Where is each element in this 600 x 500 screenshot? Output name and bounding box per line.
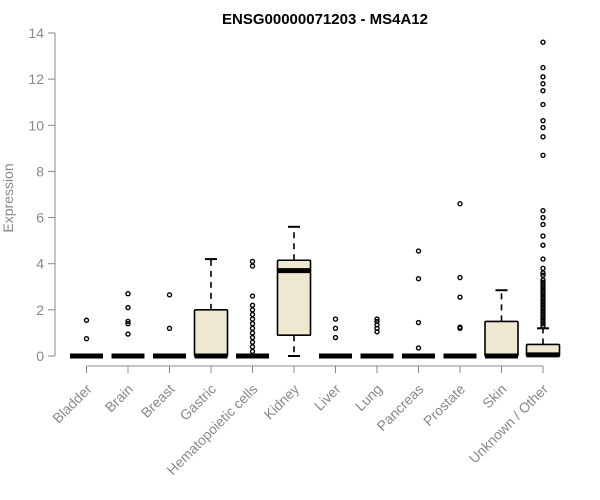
- x-tick-label: Breast: [138, 381, 178, 421]
- outlier-point: [374, 318, 380, 325]
- outlier-point: [540, 134, 546, 140]
- box-hematopoietic-cells: [236, 258, 269, 359]
- box-body: [276, 259, 312, 337]
- y-tick-label: 0: [36, 348, 44, 364]
- outlier-point: [332, 316, 339, 322]
- outlier-point: [332, 334, 339, 341]
- box-prostate: [443, 201, 477, 359]
- box-kidney: [276, 225, 312, 357]
- box-unknown-other: [525, 39, 561, 358]
- outlier-point: [540, 221, 546, 228]
- box-gastric: [193, 258, 229, 359]
- outlier-point: [125, 291, 131, 297]
- x-tick-label: Kidney: [261, 381, 303, 423]
- outlier-point: [249, 311, 256, 318]
- outlier-point: [457, 324, 463, 330]
- box-lung: [360, 316, 394, 359]
- box-body: [193, 309, 229, 357]
- outlier-point: [540, 124, 546, 131]
- outlier-point: [457, 274, 463, 281]
- outlier-point: [540, 152, 546, 158]
- outlier-point: [457, 294, 463, 300]
- outlier-point: [125, 318, 131, 325]
- y-tick-label: 12: [28, 71, 44, 87]
- outlier-point: [249, 293, 256, 299]
- outlier-point: [83, 317, 90, 323]
- outlier-point: [125, 321, 131, 327]
- outlier-point: [540, 81, 546, 87]
- outlier-point: [540, 214, 546, 221]
- outlier-point: [83, 335, 90, 342]
- box-skin: [484, 289, 519, 359]
- outlier-point: [457, 201, 463, 207]
- outlier-point: [540, 207, 546, 214]
- x-tick-label: Lung: [352, 381, 385, 414]
- x-tick-label: Liver: [311, 381, 344, 414]
- y-tick-label: 14: [28, 25, 44, 41]
- outlier-point: [540, 39, 546, 45]
- outlier-point: [249, 334, 256, 341]
- outlier-point: [249, 339, 256, 345]
- outlier-point: [249, 302, 256, 308]
- outlier-point: [540, 117, 546, 124]
- outlier-point: [540, 64, 546, 71]
- y-axis: 0 2 4 6 8 10 12 14: [28, 25, 56, 364]
- y-tick-label: 8: [36, 163, 44, 179]
- outlier-point: [249, 344, 256, 350]
- outlier-point: [415, 248, 422, 254]
- y-axis-label: Expression: [0, 163, 16, 232]
- outlier-point: [540, 242, 546, 248]
- x-tick-label: Bladder: [49, 381, 95, 427]
- y-tick-label: 6: [36, 210, 44, 226]
- outlier-point: [249, 330, 256, 336]
- outlier-point: [374, 316, 380, 322]
- outlier-point: [540, 265, 546, 272]
- outlier-point: [540, 74, 546, 80]
- x-tick-label: Skin: [479, 381, 510, 412]
- y-tick-label: 2: [36, 302, 44, 318]
- outlier-point: [540, 233, 546, 239]
- outlier-point: [249, 258, 256, 265]
- plot-area: [70, 39, 561, 359]
- outlier-point: [125, 331, 131, 337]
- outlier-point: [540, 101, 546, 108]
- outlier-point: [249, 307, 256, 313]
- chart-title: ENSG00000071203 - MS4A12: [222, 11, 428, 28]
- outlier-point: [249, 348, 256, 355]
- outlier-point: [249, 263, 256, 269]
- outlier-point: [166, 292, 173, 298]
- outlier-point: [125, 304, 131, 311]
- box-brain: [111, 291, 145, 359]
- outlier-point: [415, 319, 422, 326]
- x-tick-label: Unknown / Other: [466, 381, 552, 467]
- box-liver: [319, 316, 352, 359]
- x-tick-label: Prostate: [420, 381, 468, 429]
- outlier-point: [540, 256, 546, 262]
- outlier-point: [540, 279, 546, 285]
- outlier-point: [166, 325, 173, 332]
- x-tick-label: Brain: [102, 381, 136, 415]
- outlier-point: [540, 87, 546, 94]
- box-breast: [153, 292, 186, 359]
- y-tick-label: 4: [36, 256, 44, 272]
- outlier-point: [415, 345, 422, 351]
- outlier-point: [249, 321, 256, 327]
- box-bladder: [70, 317, 103, 359]
- box-pancreas: [402, 248, 435, 359]
- outlier-point: [249, 325, 256, 332]
- outlier-point: [332, 325, 339, 332]
- outlier-point: [540, 272, 546, 278]
- box-body: [484, 320, 519, 357]
- y-tick-label: 10: [28, 117, 44, 133]
- outlier-point: [249, 316, 256, 322]
- outlier-point: [415, 276, 422, 282]
